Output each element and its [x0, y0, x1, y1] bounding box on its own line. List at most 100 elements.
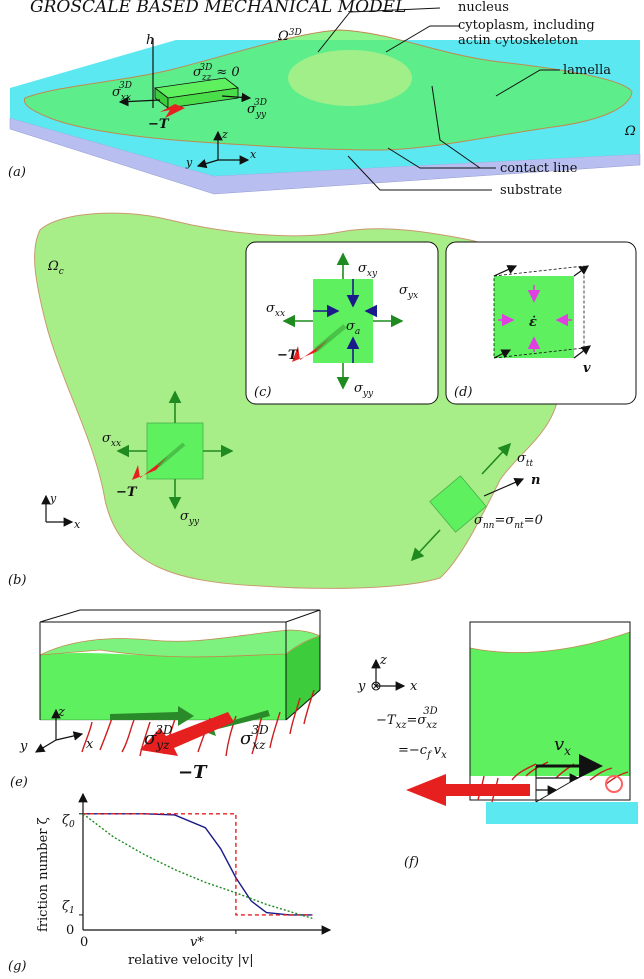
panel-g: friction number ζ relative velocity |v| … [8, 792, 332, 974]
stress-box-front [167, 87, 239, 109]
callout-contact1 [387, 147, 496, 169]
callout-lamella [495, 69, 560, 97]
sigma-nn-label: σnn=σnt=0 [474, 513, 543, 531]
axis-y-e [34, 739, 57, 753]
cell-e-front [40, 651, 286, 720]
omega3d-label: Ω3D [277, 28, 302, 44]
sigma-tt-arrow-down [410, 529, 441, 562]
sigma-tt-arrow-up [481, 442, 512, 475]
cell-f-top [469, 631, 631, 653]
axis-z-label-e: z [57, 705, 65, 720]
panel-a-label: (a) [8, 165, 26, 180]
f-profile-diag [535, 765, 599, 803]
n-label: n [531, 473, 540, 488]
sigma-a-label-c: σa [346, 319, 360, 337]
box-e-bottom [285, 689, 321, 721]
sigma-yy-label-a: σyy3D [247, 98, 267, 120]
callout-actin-label: actin cytoskeleton [458, 33, 579, 48]
axis-y-f-symbol [371, 681, 381, 691]
omega-label: Ω [624, 124, 636, 139]
axis-y-label-b: y [49, 492, 57, 505]
traction-label-c: −T [277, 348, 299, 363]
chart-zeta1: ζ1 [62, 899, 75, 916]
axis-x-e [55, 731, 84, 741]
sigma-yy-label-b: σyy [180, 509, 200, 527]
callout-substrate [347, 155, 492, 191]
panel-c: σxy σyx σxx σyy σa −T (c) [245, 241, 439, 405]
cell-e-top [39, 629, 322, 658]
callout-cytoplasm [385, 25, 460, 53]
chart-zeta0: ζ0 [62, 813, 75, 830]
traction-arrow-b-shaft [156, 442, 186, 468]
axis-y-f-x2 [372, 682, 380, 690]
axis-y-label-f: y [357, 679, 366, 694]
chart-series-solid [83, 813, 313, 916]
nucleus-shape [288, 50, 412, 106]
panel-e-label: (e) [10, 775, 28, 790]
sigma-yy-arrow [221, 92, 252, 103]
panel-g-label: (g) [8, 959, 26, 974]
sigma-tt-label: σtt [517, 451, 533, 469]
chart-xlabel: relative velocity |v| [128, 953, 254, 968]
sigma-yz-label: σyz3D [144, 723, 173, 752]
chart-series-dashed [83, 813, 313, 916]
boundary-element-b [429, 475, 487, 533]
axis-z-label-f: z [379, 653, 387, 668]
sigma-yx-label-c: σyx [399, 283, 418, 301]
traction-arrow-b [132, 456, 168, 480]
shear-arrow-yz [110, 706, 194, 726]
d-corner-arrow-4 [573, 345, 591, 359]
box-e-top [39, 609, 321, 623]
traction-arrow-c-shaft [314, 324, 347, 352]
sigma-zz-label: σzz3D ≈ 0 [193, 63, 240, 83]
axis-x-label-a: x [250, 148, 257, 161]
chart-ylabel: friction number ζ [36, 817, 51, 932]
panel-c-label: (c) [254, 385, 271, 400]
strain-rate-label: ε̇ [529, 315, 537, 330]
sigma-xx-label-a: σxx3D [112, 81, 132, 103]
d-corner-arrow-3 [493, 349, 512, 359]
cell-e-side [286, 636, 320, 720]
friction-chart [78, 792, 332, 935]
traction-arrow-a [160, 104, 185, 118]
eq1-label: −Txz=σxz3D [376, 706, 438, 731]
callout-contact2 [431, 85, 481, 169]
n-arrow [483, 477, 525, 497]
d-corner-arrow-1 [493, 265, 518, 277]
figure-title: GROSCALE BASED MECHANICAL MODEL [30, 0, 406, 17]
callout-nucleus [317, 7, 441, 53]
chart-zero-x: 0 [80, 935, 88, 950]
axis-x-label-e: x [86, 737, 94, 752]
panel-e: σyz3D σxz3D −T z x y (e) [10, 609, 322, 790]
chart-series-dotted [82, 813, 313, 920]
axis-x-label-b: x [74, 518, 81, 531]
fibers-e [81, 689, 315, 757]
sigma-xz-label: σxz3D [240, 723, 269, 752]
panel-d-label: (d) [454, 385, 472, 400]
callout-lamella-label: lamella [563, 63, 611, 78]
omega-c-label: Ωc [47, 259, 64, 277]
sigma-yy-label-c: σyy [354, 381, 374, 399]
callout-substrate-label: substrate [500, 183, 562, 198]
axis-z-label-a: z [221, 128, 228, 141]
sigma-xx-label-c: σxx [266, 301, 285, 319]
callout-nucleus-label: nucleus [458, 0, 509, 15]
axis-x-label-f: x [410, 679, 418, 694]
d-corner-arrow-2 [573, 265, 589, 277]
box-f [469, 621, 631, 801]
chart-vstar: v* [190, 935, 204, 950]
panel-f-label: (f) [404, 855, 419, 870]
panel-b-label: (b) [8, 573, 26, 588]
axis-y-label-a: y [185, 156, 193, 169]
traction-label-a: −T [148, 117, 170, 132]
eq2-label: =−cf vx [398, 743, 447, 761]
traction-label-b: −T [116, 485, 138, 500]
traction-arrow-c [292, 338, 330, 362]
element-c [313, 279, 373, 363]
chart-zero-y: 0 [66, 923, 74, 938]
v-label-d: v [583, 361, 591, 376]
traction-arrow-f [406, 774, 530, 806]
axis-y-label-e: y [19, 739, 28, 754]
sigma-xx-label-b: σxx [102, 431, 121, 449]
